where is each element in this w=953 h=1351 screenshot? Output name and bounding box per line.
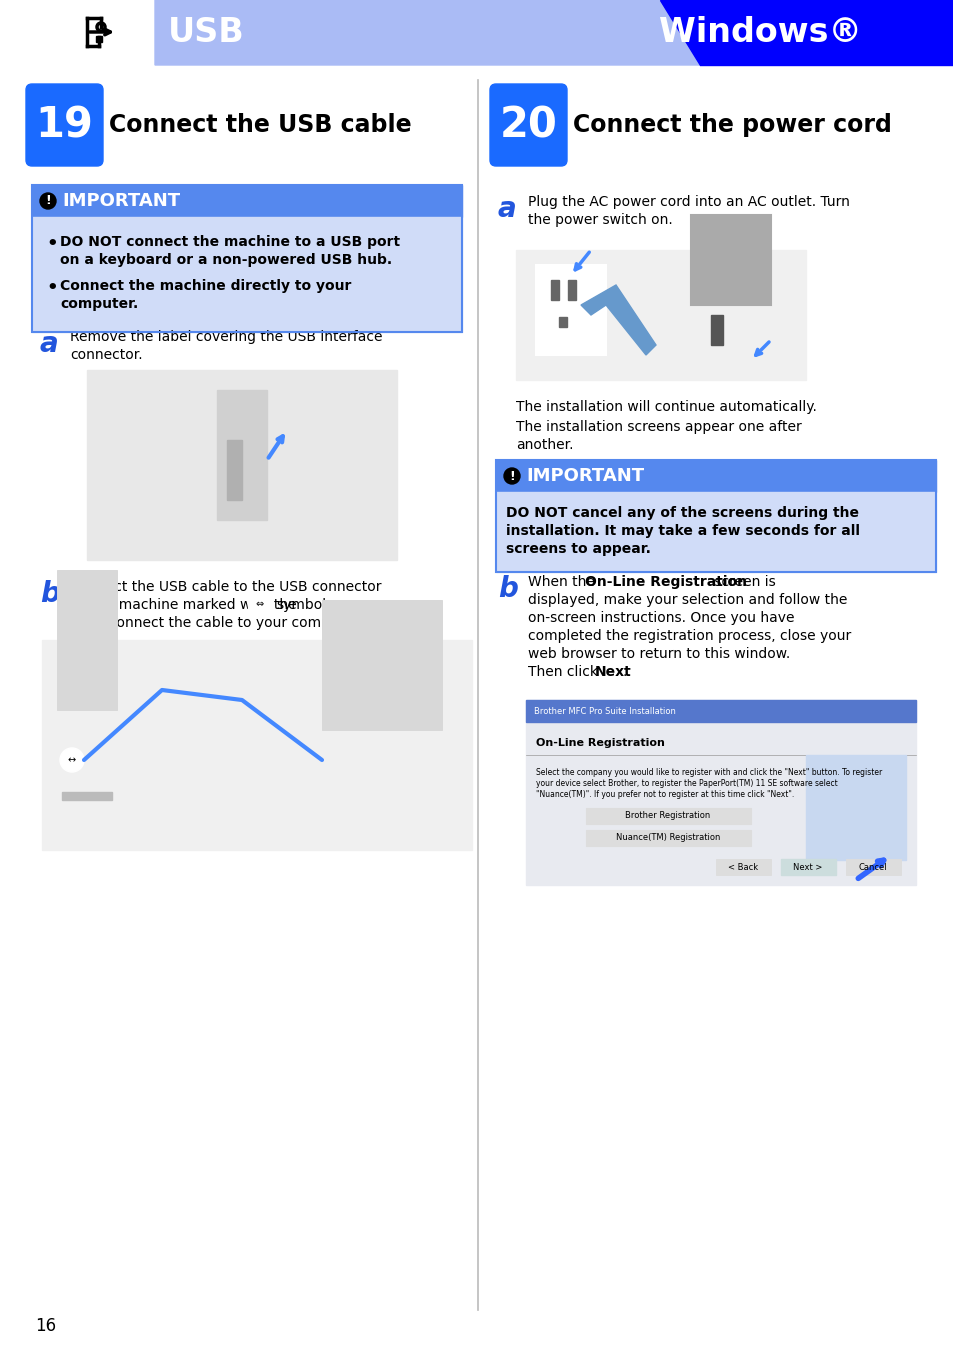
Text: screen is: screen is [709, 576, 775, 589]
Bar [32, 185, 461, 332]
Text: The installation will continue automatically.: The installation will continue automatic… [516, 400, 816, 413]
Bar [32, 218, 461, 332]
Text: Windows®: Windows® [658, 15, 861, 49]
Text: another.: another. [516, 438, 573, 453]
Text: DO NOT cancel any of the screens during the: DO NOT cancel any of the screens during … [505, 507, 858, 520]
Text: Select the company you would like to register with and click the "Next" button. : Select the company you would like to reg… [536, 767, 882, 777]
Text: USB: USB [168, 15, 245, 49]
Bar [585, 808, 750, 824]
Text: •: • [46, 235, 57, 253]
Bar [42, 640, 472, 850]
Text: IMPORTANT: IMPORTANT [62, 192, 180, 209]
Text: 20: 20 [499, 104, 557, 146]
Text: completed the registration process, close your: completed the registration process, clos… [527, 630, 850, 643]
Bar [248, 594, 272, 613]
Text: The installation screens appear one after: The installation screens appear one afte… [516, 420, 801, 434]
Text: computer.: computer. [60, 297, 138, 311]
Text: 19: 19 [35, 104, 93, 146]
Bar [558, 317, 566, 327]
Circle shape [503, 467, 519, 484]
Text: Plug the AC power cord into an AC outlet. Turn: Plug the AC power cord into an AC outlet… [527, 195, 849, 209]
Bar [87, 370, 396, 561]
Text: ↔: ↔ [68, 755, 76, 765]
Text: Then click: Then click [527, 665, 601, 680]
Bar [32, 185, 461, 218]
Bar [551, 280, 558, 300]
Bar [227, 440, 242, 500]
Text: •: • [46, 280, 57, 297]
Text: Connect the USB cable: Connect the USB cable [109, 113, 411, 136]
Bar [496, 492, 935, 571]
Text: Connect the USB cable to the USB connector: Connect the USB cable to the USB connect… [70, 580, 381, 594]
Text: ⇔: ⇔ [255, 598, 264, 609]
Text: on a keyboard or a non-powered USB hub.: on a keyboard or a non-powered USB hub. [60, 253, 392, 267]
FancyBboxPatch shape [26, 84, 103, 166]
Text: On-Line Registration: On-Line Registration [584, 576, 746, 589]
Text: DO NOT connect the machine to a USB port: DO NOT connect the machine to a USB port [60, 235, 399, 249]
Text: web browser to return to this window.: web browser to return to this window. [527, 647, 789, 661]
Text: on-screen instructions. Once you have: on-screen instructions. Once you have [527, 611, 794, 626]
Text: the power switch on.: the power switch on. [527, 213, 672, 227]
Text: On-Line Registration: On-Line Registration [536, 738, 664, 748]
Text: Cancel: Cancel [858, 862, 886, 871]
Bar [805, 755, 905, 861]
Text: b: b [40, 580, 60, 608]
Text: !: ! [509, 470, 515, 482]
Circle shape [40, 193, 56, 209]
Bar [525, 700, 915, 885]
Bar [216, 390, 267, 520]
Text: "Nuance(TM)". If you prefer not to register at this time click "Next".: "Nuance(TM)". If you prefer not to regis… [536, 790, 794, 798]
Bar [57, 570, 117, 711]
Text: connector.: connector. [70, 349, 143, 362]
Bar [525, 700, 915, 721]
Bar [516, 250, 805, 380]
Text: your device select Brother, to register the PaperPort(TM) 11 SE software select: your device select Brother, to register … [536, 780, 837, 788]
Text: screens to appear.: screens to appear. [505, 542, 650, 557]
Text: Brother MFC Pro Suite Installation: Brother MFC Pro Suite Installation [534, 707, 675, 716]
Polygon shape [580, 285, 656, 355]
Polygon shape [659, 0, 953, 65]
Text: b: b [497, 576, 517, 603]
Text: When the: When the [527, 576, 598, 589]
Text: Nuance(TM) Registration: Nuance(TM) Registration [616, 834, 720, 843]
Text: Connect the machine directly to your: Connect the machine directly to your [60, 280, 351, 293]
Text: Brother Registration: Brother Registration [625, 812, 710, 820]
Text: Then connect the cable to your computer.: Then connect the cable to your computer. [70, 616, 361, 630]
Text: .: . [622, 665, 627, 680]
Text: displayed, make your selection and follow the: displayed, make your selection and follo… [527, 593, 846, 607]
Bar [0, 0, 154, 65]
Text: Connect the power cord: Connect the power cord [573, 113, 891, 136]
FancyBboxPatch shape [490, 84, 566, 166]
Bar [322, 600, 441, 730]
Text: a: a [40, 330, 59, 358]
Text: symbol.: symbol. [275, 598, 330, 612]
Bar [585, 830, 750, 846]
Text: !: ! [45, 195, 51, 208]
Text: IMPORTANT: IMPORTANT [525, 467, 643, 485]
Text: Next >: Next > [793, 862, 821, 871]
Bar [845, 859, 900, 875]
Bar [536, 265, 605, 355]
Text: 16: 16 [35, 1317, 56, 1335]
Bar [781, 859, 835, 875]
Text: installation. It may take a few seconds for all: installation. It may take a few seconds … [505, 524, 859, 538]
Bar [716, 859, 770, 875]
Text: a: a [497, 195, 517, 223]
Bar [62, 792, 112, 800]
Bar [96, 36, 102, 42]
Bar [690, 215, 770, 305]
Text: Remove the label covering the USB interface: Remove the label covering the USB interf… [70, 330, 382, 345]
Circle shape [60, 748, 84, 771]
Bar [496, 459, 935, 571]
Text: < Back: < Back [727, 862, 758, 871]
Bar [710, 315, 722, 345]
Bar [567, 280, 576, 300]
Bar [496, 459, 935, 492]
Text: on the machine marked with the: on the machine marked with the [70, 598, 296, 612]
Polygon shape [154, 0, 720, 65]
Text: Next: Next [595, 665, 631, 680]
